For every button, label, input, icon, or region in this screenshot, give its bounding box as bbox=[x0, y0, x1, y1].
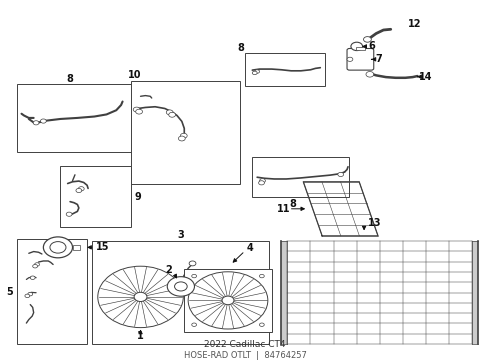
Bar bbox=[245, 53, 325, 86]
Bar bbox=[184, 269, 272, 332]
Circle shape bbox=[222, 296, 234, 305]
Text: 2022 Cadillac CT4: 2022 Cadillac CT4 bbox=[204, 340, 286, 349]
Text: 10: 10 bbox=[128, 70, 142, 80]
Text: 6: 6 bbox=[368, 41, 375, 51]
Text: 4: 4 bbox=[246, 243, 253, 253]
Circle shape bbox=[180, 133, 187, 138]
Text: 11: 11 bbox=[276, 204, 290, 214]
Circle shape bbox=[260, 179, 266, 183]
Bar bbox=[252, 157, 349, 198]
Circle shape bbox=[364, 37, 371, 42]
Text: 8: 8 bbox=[290, 199, 296, 209]
Circle shape bbox=[260, 323, 264, 327]
Text: 8: 8 bbox=[238, 44, 245, 54]
Circle shape bbox=[133, 107, 140, 112]
Text: 3: 3 bbox=[177, 230, 184, 240]
Circle shape bbox=[366, 72, 374, 77]
Text: 1: 1 bbox=[137, 331, 144, 341]
Text: 9: 9 bbox=[135, 192, 142, 202]
Bar bbox=[92, 241, 270, 344]
Circle shape bbox=[169, 112, 175, 117]
Circle shape bbox=[166, 110, 173, 115]
Bar bbox=[17, 239, 87, 344]
Text: 15: 15 bbox=[96, 242, 109, 252]
Circle shape bbox=[167, 277, 195, 296]
Circle shape bbox=[28, 292, 33, 296]
Circle shape bbox=[134, 292, 147, 302]
Text: HOSE-RAD OTLT  |  84764257: HOSE-RAD OTLT | 84764257 bbox=[184, 351, 306, 360]
Circle shape bbox=[338, 172, 343, 176]
Circle shape bbox=[66, 212, 72, 216]
Circle shape bbox=[33, 265, 38, 268]
Circle shape bbox=[76, 188, 82, 193]
FancyBboxPatch shape bbox=[347, 49, 374, 70]
Text: 12: 12 bbox=[408, 19, 421, 29]
Circle shape bbox=[255, 70, 260, 73]
Circle shape bbox=[35, 263, 40, 266]
Circle shape bbox=[50, 242, 66, 253]
Circle shape bbox=[174, 282, 187, 291]
Text: 13: 13 bbox=[368, 217, 382, 228]
Circle shape bbox=[25, 294, 30, 298]
Circle shape bbox=[30, 276, 35, 279]
Text: 5: 5 bbox=[6, 287, 13, 297]
Circle shape bbox=[41, 119, 46, 123]
Circle shape bbox=[33, 121, 39, 125]
Bar bbox=[356, 48, 365, 50]
Circle shape bbox=[178, 136, 185, 141]
Circle shape bbox=[260, 274, 264, 278]
Bar bbox=[472, 241, 478, 344]
Bar bbox=[17, 84, 136, 152]
Circle shape bbox=[188, 272, 268, 329]
Circle shape bbox=[347, 57, 353, 62]
Circle shape bbox=[98, 266, 183, 328]
Bar bbox=[73, 244, 80, 250]
Text: 14: 14 bbox=[419, 72, 433, 82]
Text: 2: 2 bbox=[165, 265, 172, 275]
Circle shape bbox=[351, 42, 363, 51]
Circle shape bbox=[44, 237, 73, 258]
Bar bbox=[281, 241, 287, 344]
Circle shape bbox=[78, 186, 84, 191]
Circle shape bbox=[259, 181, 265, 185]
Bar bbox=[60, 166, 131, 227]
Circle shape bbox=[189, 261, 196, 266]
Circle shape bbox=[192, 323, 196, 327]
Circle shape bbox=[136, 109, 143, 114]
Text: 8: 8 bbox=[67, 74, 74, 84]
Circle shape bbox=[252, 71, 257, 75]
Circle shape bbox=[192, 274, 196, 278]
Text: 7: 7 bbox=[375, 54, 382, 64]
Bar bbox=[131, 81, 240, 184]
